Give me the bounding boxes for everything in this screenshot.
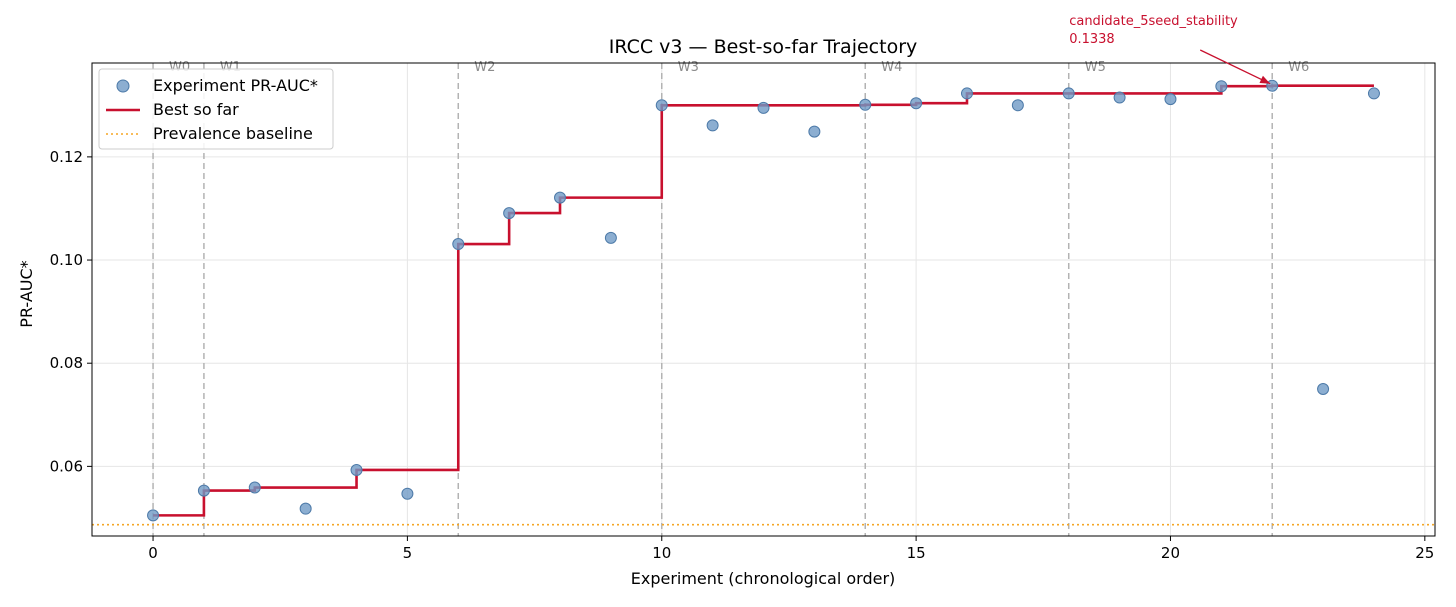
wave-label: W2: [474, 60, 495, 75]
data-point: [808, 125, 821, 138]
wave-label: W6: [1288, 60, 1309, 75]
data-point: [503, 207, 516, 220]
x-tick-label: 10: [652, 544, 671, 562]
annotation-arrow: [1199, 49, 1271, 85]
x-axis-title: Experiment (chronological order): [631, 569, 896, 588]
data-point: [1367, 87, 1380, 100]
annotation: candidate_5seed_stability 0.1338: [1069, 14, 1271, 85]
data-point: [757, 101, 770, 114]
data-point: [1164, 93, 1177, 106]
data-point: [859, 98, 872, 111]
data-point: [350, 463, 363, 476]
y-tick-label: 0.08: [50, 354, 83, 372]
legend: Experiment PR-AUC* Best so far Prevalenc…: [98, 68, 334, 150]
data-point: [1011, 99, 1024, 112]
data-point: [401, 487, 414, 500]
data-point: [452, 238, 465, 251]
data-point: [1317, 382, 1330, 395]
axes: [91, 62, 1436, 537]
data-point: [197, 484, 210, 497]
legend-box: [98, 68, 334, 150]
data-point: [1062, 87, 1075, 100]
wave-markers: W0 W1 W2 W3 W4 W5 W6: [152, 60, 1309, 536]
x-tick-label: 0: [148, 544, 158, 562]
wave-label: W4: [881, 60, 902, 75]
legend-label-baseline: Prevalence baseline: [153, 124, 313, 143]
y-tick-label: 0.06: [50, 457, 83, 475]
legend-label-experiment: Experiment PR-AUC*: [153, 76, 318, 95]
x-tick-label: 15: [907, 544, 926, 562]
legend-scatter-marker: [116, 79, 130, 93]
annotation-value: 0.1338: [1069, 32, 1115, 47]
data-point: [248, 481, 261, 494]
y-tick-label: 0.12: [50, 148, 83, 166]
data-point: [910, 97, 923, 110]
plot-frame: [91, 62, 1436, 537]
data-point: [554, 191, 567, 204]
data-point: [147, 509, 160, 522]
data-point: [1113, 91, 1126, 104]
y-tick-label: 0.10: [50, 251, 83, 269]
ticks: 0 5 10 15 20 25 0.06 0.08 0.10 0.12: [50, 148, 1435, 562]
y-axis-title: PR-AUC*: [17, 260, 36, 327]
data-point: [604, 231, 617, 244]
x-tick-label: 5: [403, 544, 413, 562]
chart-title: IRCC v3 — Best-so-far Trajectory: [609, 36, 918, 58]
data-point: [960, 87, 973, 100]
annotation-arrowhead: [1259, 75, 1271, 84]
legend-label-best: Best so far: [153, 100, 239, 119]
wave-label: W3: [678, 60, 699, 75]
data-point: [706, 119, 719, 132]
data-point: [299, 502, 312, 515]
x-tick-label: 20: [1161, 544, 1180, 562]
wave-label: W5: [1085, 60, 1106, 75]
annotation-name: candidate_5seed_stability: [1069, 14, 1238, 29]
data-point: [655, 99, 668, 112]
x-tick-label: 25: [1415, 544, 1434, 562]
data-point: [1215, 80, 1228, 93]
